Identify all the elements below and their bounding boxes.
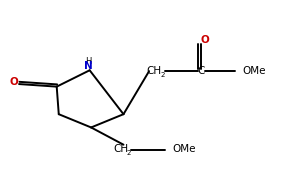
Text: O: O (200, 35, 209, 45)
Text: OMe: OMe (243, 66, 266, 76)
Text: 2: 2 (160, 72, 165, 78)
Text: 2: 2 (127, 150, 131, 156)
Text: H: H (85, 57, 91, 66)
Text: OMe: OMe (172, 145, 195, 155)
Text: C: C (198, 66, 205, 76)
Text: O: O (10, 77, 18, 87)
Text: CH: CH (113, 145, 128, 155)
Text: CH: CH (147, 66, 162, 76)
Text: N: N (84, 61, 93, 71)
